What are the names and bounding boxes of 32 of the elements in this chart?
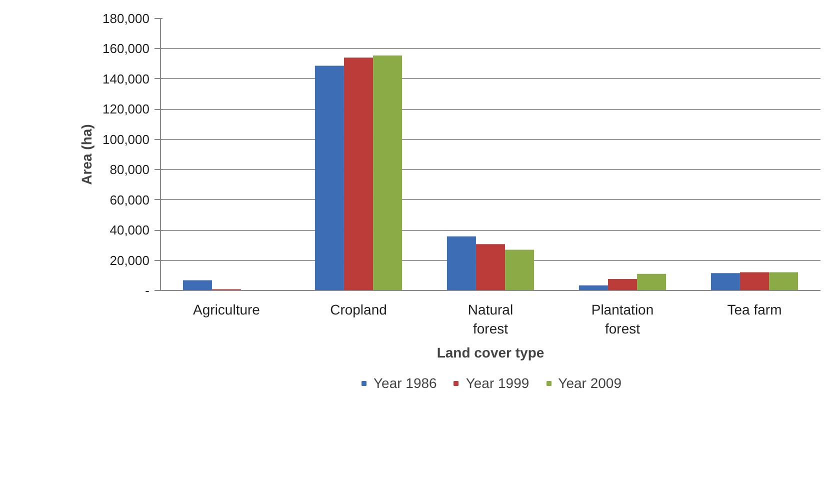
bar — [608, 279, 638, 290]
legend-label: Year 1999 — [466, 375, 530, 391]
bar — [710, 273, 740, 290]
bar — [314, 66, 344, 290]
x-tick-label: Tea farm — [727, 302, 782, 318]
y-tick-label: 180,000 — [102, 11, 150, 26]
bar — [476, 244, 506, 290]
y-axis-title: Area (ha) — [78, 124, 95, 185]
bar — [446, 236, 476, 290]
y-tick-label: 60,000 — [110, 192, 150, 208]
x-tick-label: Natural forest — [468, 302, 514, 337]
bar — [740, 272, 770, 290]
x-tick-label: Cropland — [330, 302, 387, 318]
bar — [769, 272, 798, 290]
bar — [344, 58, 374, 290]
y-tick-label: 140,000 — [102, 71, 150, 86]
bar — [505, 250, 534, 290]
y-tick-label: 20,000 — [110, 252, 150, 268]
x-tick-label: Plantation forest — [591, 302, 654, 337]
x-axis-title: Land cover type — [436, 344, 544, 361]
x-tick-label: Agriculture — [193, 302, 260, 318]
y-tick-label: 120,000 — [102, 102, 150, 117]
bar — [182, 280, 212, 290]
y-tick-label: 160,000 — [102, 41, 150, 56]
y-tick-label: 40,000 — [110, 222, 150, 238]
legend-label: Year 1986 — [374, 375, 437, 391]
y-tick-label: - — [145, 283, 150, 298]
y-tick-label: 100,000 — [102, 132, 150, 147]
y-tick-label: 80,000 — [110, 162, 150, 178]
bar — [637, 274, 666, 290]
bar — [373, 56, 402, 290]
legend-label: Year 2009 — [558, 375, 622, 391]
